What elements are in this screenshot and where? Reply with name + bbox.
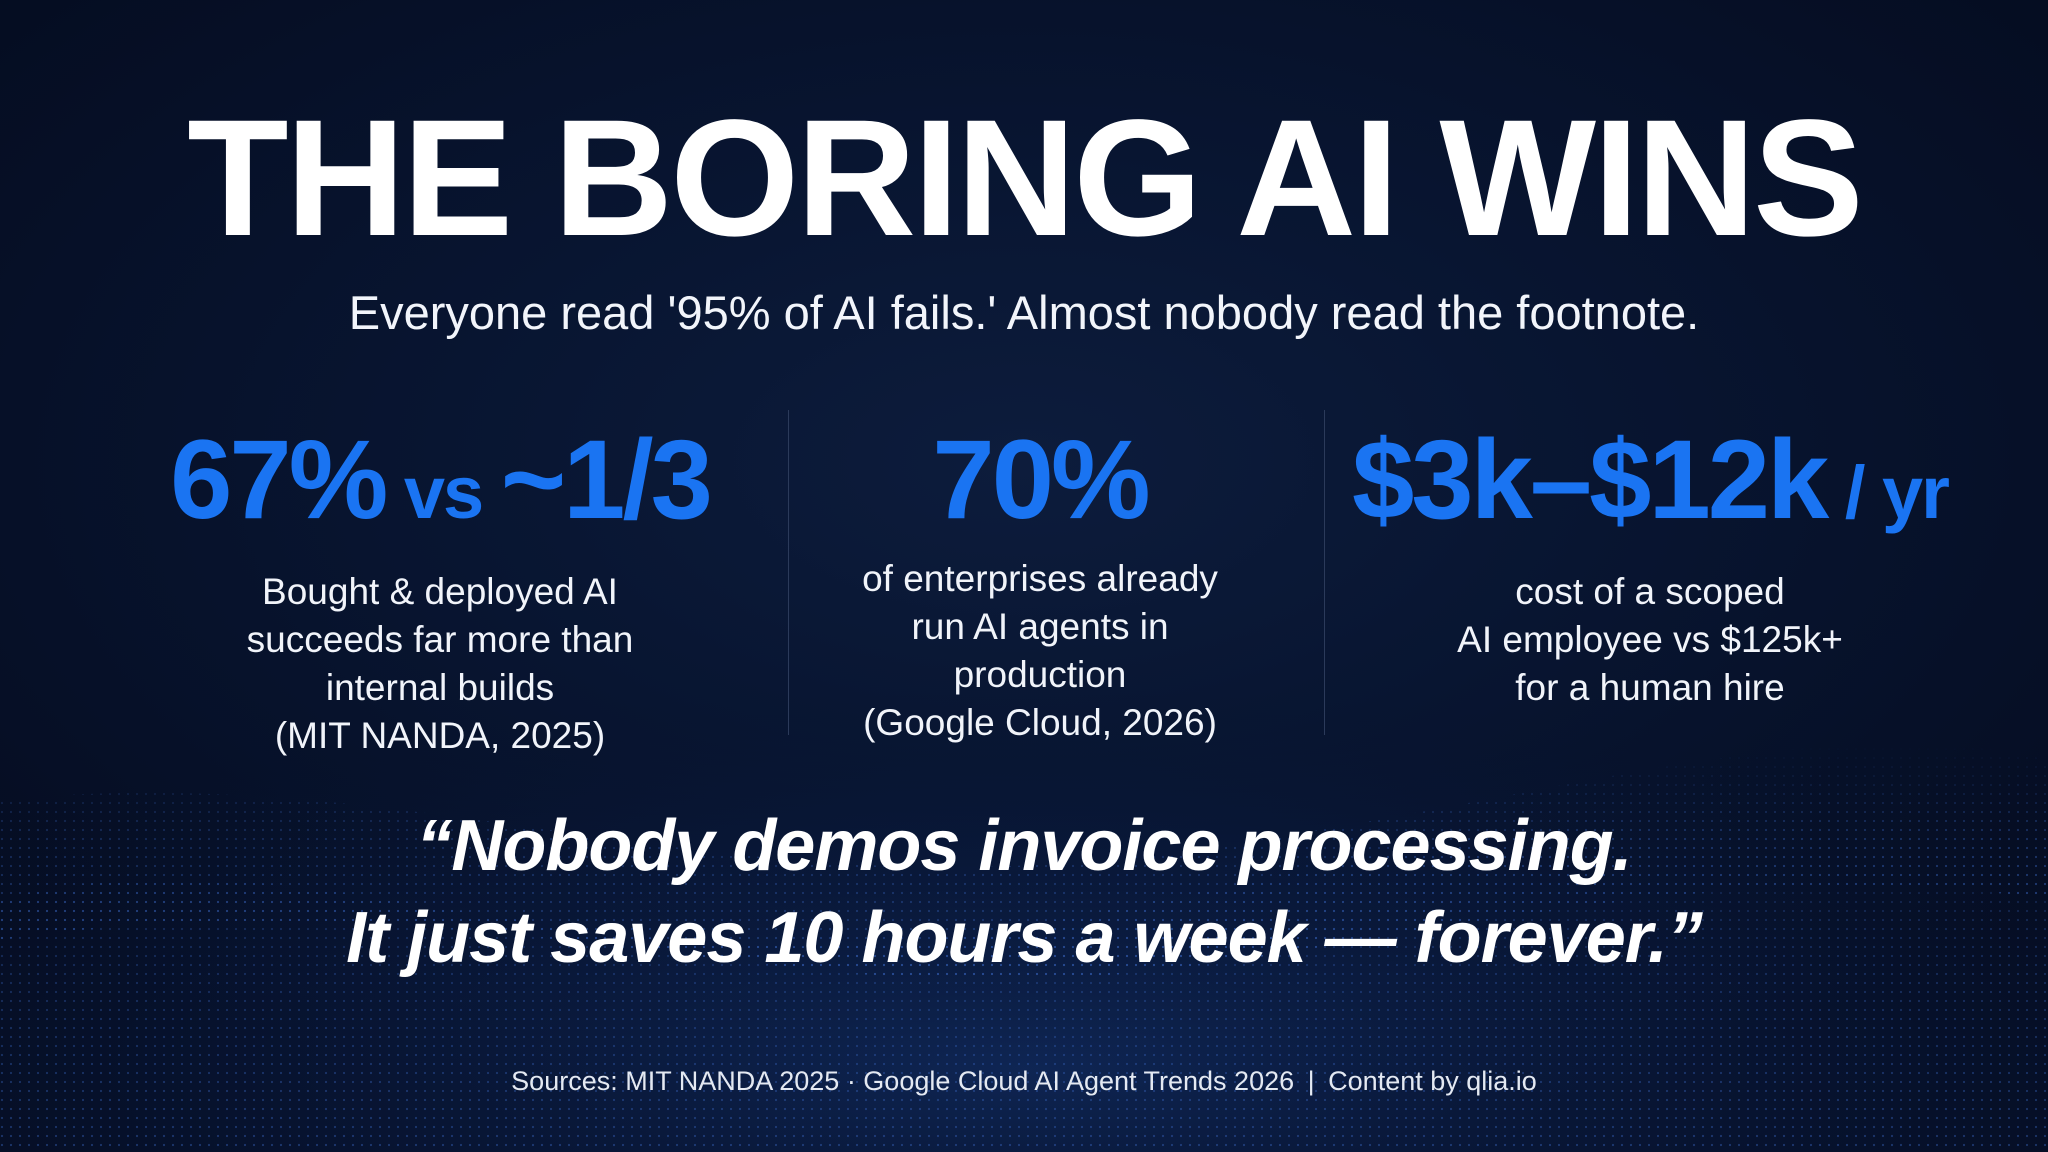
stat-description: Bought & deployed AI succeeds far more t… [150, 568, 730, 760]
footer-sources-text: Sources: MIT NANDA 2025 · Google Cloud A… [511, 1066, 1295, 1096]
stat-desc-line: for a human hire [1515, 667, 1785, 708]
stat-desc-line: production [953, 654, 1127, 695]
stat-value-main: 67% [170, 417, 388, 542]
stat-enterprises-agents: 70% of enterprises already run AI agents… [790, 405, 1290, 747]
stat-value-end: ~1/3 [500, 417, 713, 542]
subtitle: Everyone read '95% of AI fails.' Almost … [348, 286, 1700, 339]
stat-value: 70% [790, 405, 1290, 555]
pull-quote: “Nobody demos invoice processing. It jus… [0, 800, 2048, 984]
stat-desc-line: of enterprises already [862, 558, 1218, 599]
stat-desc-line: cost of a scoped [1515, 571, 1785, 612]
column-divider [788, 410, 789, 735]
stat-description: cost of a scoped AI employee vs $125k+ f… [1325, 568, 1975, 712]
column-divider [1324, 410, 1325, 735]
quote-line: “Nobody demos invoice processing. [416, 806, 1632, 886]
stat-description: of enterprises already run AI agents in … [790, 555, 1290, 747]
stat-desc-line: internal builds [325, 667, 555, 708]
footer-sources: Sources: MIT NANDA 2025 · Google Cloud A… [0, 1064, 2048, 1098]
stat-desc-line: succeeds far more than [246, 619, 634, 660]
stat-value-main: $3k–$12k [1352, 417, 1829, 542]
stat-source: (MIT NANDA, 2025) [274, 715, 606, 756]
stat-value-main: 70% [932, 417, 1150, 542]
stat-value-suffix: / yr [1826, 451, 1950, 534]
stat-desc-line: run AI agents in [911, 606, 1169, 647]
stat-value-connector: vs [385, 451, 501, 534]
footer-separator: | [1307, 1066, 1315, 1096]
footer-credit: Content by qlia.io [1328, 1066, 1537, 1096]
page-title: THE BORING AI WINS [187, 86, 1864, 271]
quote-line: It just saves 10 hours a week — forever.… [346, 898, 1703, 978]
stat-source: (Google Cloud, 2026) [863, 702, 1217, 743]
stat-value: $3k–$12k / yr [1325, 405, 1975, 568]
stat-desc-line: AI employee vs $125k+ [1457, 619, 1843, 660]
stat-value: 67% vs ~1/3 [150, 405, 730, 568]
stat-ai-employee-cost: $3k–$12k / yr cost of a scoped AI employ… [1325, 405, 1975, 712]
stat-desc-line: Bought & deployed AI [262, 571, 618, 612]
stat-bought-vs-built: 67% vs ~1/3 Bought & deployed AI succeed… [150, 405, 730, 760]
